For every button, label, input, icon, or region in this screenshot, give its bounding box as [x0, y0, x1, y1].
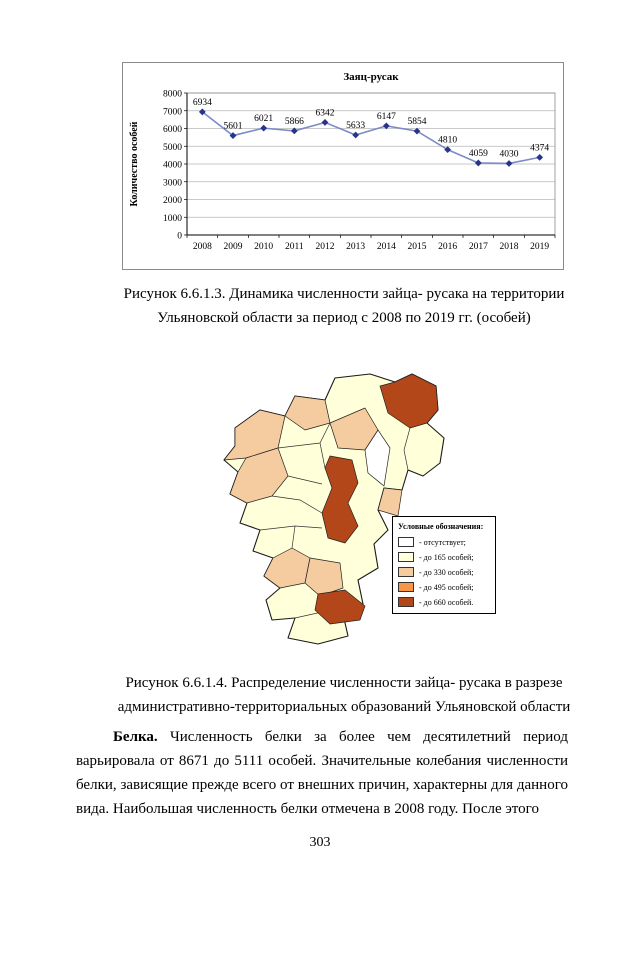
legend-row: - до 495 особей; — [398, 582, 491, 592]
district-border — [287, 475, 323, 485]
legend-row: - отсутствует; — [398, 537, 491, 547]
legend-swatch — [398, 582, 414, 592]
legend-label: - до 330 особей; — [419, 567, 474, 577]
figure1-caption-line1: Рисунок 6.6.1.3. Динамика численности за… — [123, 286, 565, 302]
x-tick-label: 2018 — [500, 242, 519, 252]
district — [321, 455, 359, 544]
legend-row: - до 330 особей; — [398, 567, 491, 577]
district-border — [294, 611, 323, 619]
y-axis-title: Количество особей — [129, 121, 140, 206]
x-tick-label: 2010 — [254, 242, 273, 252]
paragraph-body: Численность белки за более чем десятилет… — [76, 729, 568, 817]
figure2-caption-line1: Рисунок 6.6.1.4. Распределение численнос… — [125, 675, 563, 691]
data-label: 5854 — [408, 117, 427, 127]
data-marker — [444, 146, 452, 154]
y-tick-label: 2000 — [163, 196, 182, 206]
data-label: 6342 — [316, 108, 335, 118]
line-chart-svg: 0 1000 2000 3000 4000 5000 6000 7000 8000 2008 200… — [129, 71, 556, 252]
x-tick-label: 2015 — [408, 242, 427, 252]
x-tick-label: 2012 — [316, 242, 335, 252]
legend-label: - до 495 особей; — [419, 582, 474, 592]
figure2-caption: Рисунок 6.6.1.4. Распределение численнос… — [0, 671, 640, 719]
paragraph-belka: Белка. Численность белки за более чем де… — [76, 725, 568, 821]
data-marker — [229, 132, 237, 139]
legend-label: - до 165 особей; — [419, 552, 474, 562]
legend-row: - до 660 особей. — [398, 597, 491, 607]
y-tick-label: 5000 — [163, 143, 182, 153]
x-tick-label: 2013 — [346, 242, 365, 252]
legend-label: - отсутствует; — [419, 537, 466, 547]
legend-row: - до 165 особей; — [398, 552, 491, 562]
data-label: 4810 — [438, 136, 457, 146]
figure1-caption: Рисунок 6.6.1.3. Динамика численности за… — [0, 282, 640, 330]
data-label: 5633 — [346, 121, 365, 131]
data-marker — [352, 131, 360, 139]
data-marker — [260, 124, 268, 132]
y-tick-label: 6000 — [163, 125, 182, 135]
x-tick-label: 2019 — [530, 242, 549, 252]
data-label: 6147 — [377, 112, 396, 122]
map-legend: Условные обозначения: - отсутствует; - до… — [392, 516, 496, 614]
data-marker — [382, 122, 390, 130]
y-tick-label: 1000 — [163, 214, 182, 224]
district — [364, 429, 391, 487]
district — [379, 373, 439, 429]
x-tick-label: 2008 — [193, 242, 212, 252]
map-legend-rows: - отсутствует; - до 165 особей; - до 330 о… — [398, 537, 491, 607]
district-border — [403, 427, 411, 471]
page-number: 303 — [309, 835, 331, 850]
y-tick-label: 4000 — [163, 161, 182, 171]
data-label: 6934 — [193, 98, 212, 108]
map-legend-title: Условные обозначения: — [398, 522, 484, 531]
data-label: 4059 — [469, 149, 488, 159]
data-label: 5601 — [224, 122, 243, 132]
data-marker — [198, 108, 206, 116]
y-tick-label: 7000 — [163, 107, 182, 117]
paragraph-lead: Белка. — [113, 729, 158, 745]
figure2-caption-line2: административно-территориальных образова… — [117, 699, 571, 715]
legend-swatch — [398, 537, 414, 547]
figure-region-map: Условные обозначения: - отсутствует; - до… — [180, 368, 510, 663]
x-tick-label: 2011 — [285, 242, 304, 252]
data-marker — [474, 159, 482, 167]
data-label: 4030 — [500, 149, 519, 159]
figure1-caption-line2: Ульяновской области за период с 2008 по … — [157, 310, 531, 326]
series-line — [201, 111, 540, 165]
legend-label: - до 660 особей. — [419, 597, 474, 607]
district — [314, 589, 366, 625]
data-label: 6021 — [254, 114, 273, 124]
y-tick-label: 8000 — [163, 90, 182, 100]
figure-line-chart: 0 1000 2000 3000 4000 5000 6000 7000 8000 2008 200… — [122, 62, 564, 270]
data-label: 5866 — [285, 117, 304, 127]
data-label: 4374 — [530, 143, 549, 153]
region-map-svg — [223, 373, 445, 645]
data-marker — [290, 127, 298, 135]
legend-swatch — [398, 597, 414, 607]
y-tick-label: 3000 — [163, 178, 182, 188]
x-tick-label: 2014 — [377, 242, 396, 252]
district-border — [271, 495, 323, 514]
district-border — [291, 525, 296, 549]
district-border — [319, 442, 326, 469]
district — [284, 395, 331, 431]
data-marker — [321, 119, 329, 126]
data-marker — [413, 127, 421, 135]
data-marker — [536, 153, 544, 161]
y-tick-label: 0 — [177, 232, 182, 242]
chart-title: Заяц-русак — [343, 71, 399, 83]
legend-swatch — [398, 567, 414, 577]
data-marker — [505, 160, 513, 167]
x-tick-label: 2017 — [469, 242, 488, 252]
district — [229, 447, 289, 504]
x-tick-label: 2016 — [438, 242, 457, 252]
legend-swatch — [398, 552, 414, 562]
x-tick-label: 2009 — [224, 242, 243, 252]
